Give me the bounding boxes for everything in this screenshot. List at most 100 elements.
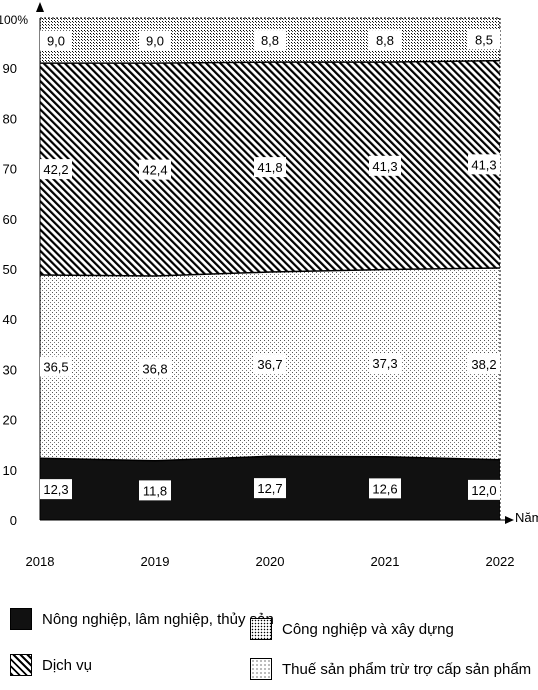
data-label: 36,5 xyxy=(40,356,72,377)
data-label: 8,5 xyxy=(468,29,500,50)
data-label-text: 8,8 xyxy=(376,33,394,48)
y-tick-label: 60 xyxy=(3,212,17,227)
legend-swatch-dense xyxy=(250,618,272,640)
data-label-text: 36,8 xyxy=(142,361,167,376)
data-label: 41,8 xyxy=(254,157,286,178)
data-label-box xyxy=(468,353,500,374)
data-label: 41,3 xyxy=(369,155,401,176)
data-label-text: 9,0 xyxy=(47,34,65,49)
data-label: 36,7 xyxy=(254,354,286,375)
boundary-lines xyxy=(39,59,501,462)
data-label-text: 12,0 xyxy=(471,483,496,498)
legend-item-agriculture: Nông nghiệp, lâm nghiệp, thủy sản xyxy=(10,608,274,630)
data-label-text: 12,7 xyxy=(257,481,282,496)
data-label-text: 41,8 xyxy=(257,160,282,175)
series-3-boundary xyxy=(40,59,501,64)
data-label-box xyxy=(369,30,401,51)
legend-label-services: Dịch vụ xyxy=(42,656,93,674)
data-label-box xyxy=(40,30,72,51)
data-label-text: 42,2 xyxy=(43,162,68,177)
data-label: 42,4 xyxy=(139,159,171,180)
data-label: 41,3 xyxy=(468,154,500,175)
legend-item-industry: Công nghiệp và xây dựng xyxy=(250,618,454,640)
data-label-box xyxy=(139,358,171,379)
y-tick-label: 20 xyxy=(3,413,17,428)
x-axis-title: Năm xyxy=(515,510,538,525)
data-label-text: 9,0 xyxy=(146,34,164,49)
data-label-box xyxy=(40,479,72,500)
x-tick-labels: 2018 2019 2020 2021 2022 xyxy=(26,554,515,569)
data-label-box xyxy=(254,157,286,178)
y-tick-labels: 0 10 20 30 40 50 60 70 80 90 xyxy=(3,61,17,528)
data-label-text: 41,3 xyxy=(471,157,496,172)
x-axis-arrow xyxy=(505,516,514,524)
y-tick-label: 70 xyxy=(3,162,17,177)
data-label-box xyxy=(254,30,286,51)
legend-swatch-dots xyxy=(250,658,272,680)
data-label-box xyxy=(139,480,171,501)
data-label-text: 36,5 xyxy=(43,360,68,375)
axes xyxy=(36,2,514,524)
legend-swatch-solid xyxy=(10,608,32,630)
data-label-text: 12,6 xyxy=(372,481,397,496)
y-tick-label: 10 xyxy=(3,463,17,478)
data-label: 12,3 xyxy=(40,479,72,500)
data-label: 9,0 xyxy=(40,30,72,51)
y-tick-label: 80 xyxy=(3,111,17,126)
legend-swatch-hatch xyxy=(10,654,32,676)
data-label: 36,8 xyxy=(139,358,171,379)
legend-label-tax: Thuế sản phẩm trừ trợ cấp sản phẩm xyxy=(282,660,532,678)
legend-item-tax: Thuế sản phẩm trừ trợ cấp sản phẩm xyxy=(250,658,531,680)
x-tick-label: 2019 xyxy=(141,554,170,569)
data-label-text: 37,3 xyxy=(372,356,397,371)
data-label-box xyxy=(254,478,286,499)
series-2-boundary xyxy=(39,267,501,277)
data-label-box xyxy=(468,479,500,500)
data-label-text: 11,8 xyxy=(143,483,167,498)
y-tick-label: 40 xyxy=(3,312,17,327)
data-label-box xyxy=(369,478,401,499)
data-label-box xyxy=(254,354,286,375)
data-label-text: 42,4 xyxy=(142,163,167,178)
data-label: 37,3 xyxy=(369,353,401,374)
data-label: 11,8 xyxy=(139,480,171,501)
series-1-boundary xyxy=(39,455,501,462)
x-tick-label: 2021 xyxy=(371,554,400,569)
y-axis-arrow xyxy=(36,2,44,12)
data-label: 8,8 xyxy=(254,30,286,51)
y-top-label: 100% xyxy=(0,13,28,27)
data-label-text: 36,7 xyxy=(257,357,282,372)
y-tick-label: 30 xyxy=(3,362,17,377)
data-label: 38,2 xyxy=(468,353,500,374)
x-tick-label: 2022 xyxy=(486,554,515,569)
data-label-text: 41,3 xyxy=(372,159,397,174)
legend-label-industry: Công nghiệp và xây dựng xyxy=(282,620,454,638)
data-label-box xyxy=(369,353,401,374)
data-label-text: 8,5 xyxy=(475,32,493,47)
data-labels: 12,3 11,8 12,7 12,6 12,0 36,5 36,8 36,7 37,3 38,2… xyxy=(40,29,500,501)
data-label: 9,0 xyxy=(139,30,171,51)
data-label-box xyxy=(139,159,171,180)
data-label-text: 38,2 xyxy=(471,357,496,372)
y-tick-label: 50 xyxy=(3,262,17,277)
legend-label-agriculture: Nông nghiệp, lâm nghiệp, thủy sản xyxy=(42,610,274,628)
data-label-box xyxy=(369,155,401,176)
data-label-box xyxy=(468,154,500,175)
data-label: 8,8 xyxy=(369,30,401,51)
y-tick-label: 0 xyxy=(10,513,17,528)
data-label-box xyxy=(40,159,72,180)
y-tick-label: 90 xyxy=(3,61,17,76)
data-label: 42,2 xyxy=(40,159,72,180)
data-label-text: 8,8 xyxy=(261,33,279,48)
data-label: 12,6 xyxy=(369,478,401,499)
legend-item-services: Dịch vụ xyxy=(10,654,92,676)
data-label-text: 12,3 xyxy=(43,482,68,497)
data-label-box xyxy=(40,356,72,377)
data-label-box xyxy=(468,29,500,50)
data-label-box xyxy=(139,30,171,51)
x-tick-label: 2018 xyxy=(26,554,55,569)
data-label: 12,0 xyxy=(468,479,500,500)
data-label: 12,7 xyxy=(254,478,286,499)
x-tick-label: 2020 xyxy=(256,554,285,569)
